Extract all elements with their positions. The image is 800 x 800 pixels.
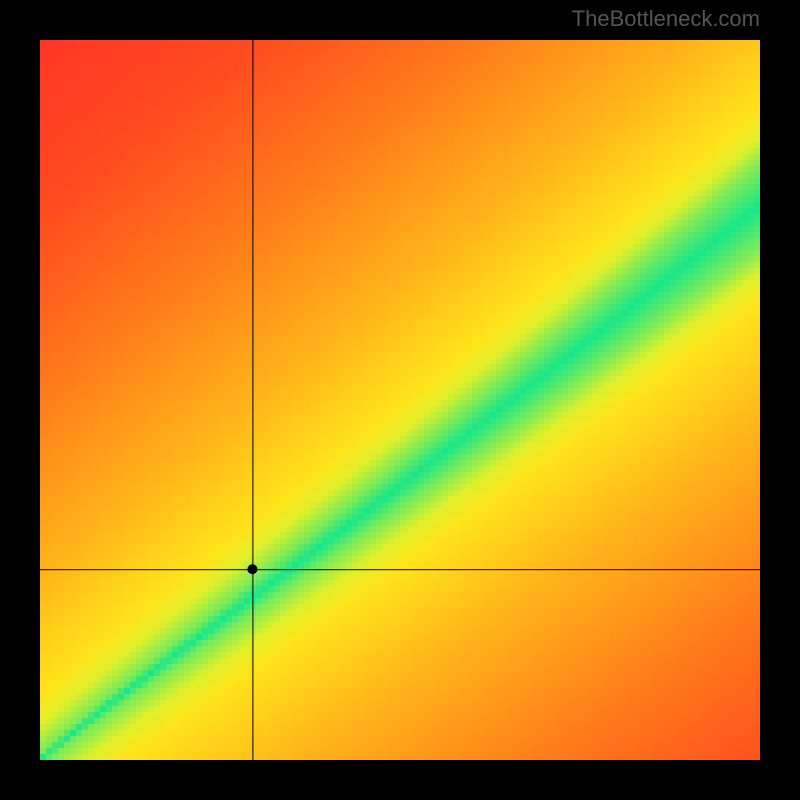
bottleneck-heatmap <box>40 40 760 760</box>
watermark-text: TheBottleneck.com <box>572 6 760 32</box>
chart-frame: TheBottleneck.com <box>0 0 800 800</box>
